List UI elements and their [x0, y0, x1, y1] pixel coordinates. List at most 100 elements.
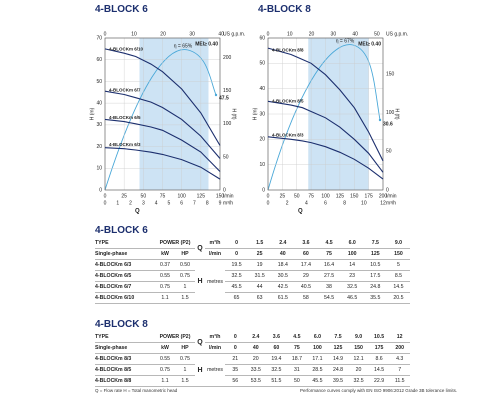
- top-tick-label: 0: [267, 31, 270, 37]
- head-value: 38: [317, 281, 341, 293]
- pump-curve: [104, 90, 221, 159]
- y2-tick-label: 100: [386, 110, 395, 116]
- type-header: TYPE: [95, 332, 155, 343]
- y2-axis-label: H (ft): [231, 108, 237, 119]
- curve-label: 4-BLOCKm 8/3: [272, 133, 304, 138]
- top-tick-label: 30: [189, 31, 195, 37]
- y2-tick-label: 150: [223, 88, 232, 94]
- h-label: H: [195, 259, 205, 304]
- x2-tick-label: 6: [180, 200, 183, 206]
- head-value: 53.5: [245, 375, 267, 387]
- flow-value: 10.5: [368, 332, 390, 343]
- head-value: 61.5: [271, 292, 295, 304]
- eta-label: η = 67%: [336, 38, 355, 44]
- efficiency-end: [214, 93, 218, 97]
- curve-label: 4-BLOCKm 6/10: [109, 46, 144, 51]
- x2-tick-label: 7: [193, 200, 196, 206]
- top-axis-label: US g.p.m.: [386, 31, 408, 37]
- x2-tick-label: 4: [305, 200, 308, 206]
- power-kw: 0.75: [155, 364, 175, 376]
- head-value: 20.5: [386, 292, 410, 304]
- head-value: 21: [225, 353, 246, 365]
- data-row: 4-BLOCKm 6/10 1.1 1.5 65 63 61.5 58 54.5 46.5 35.…: [95, 292, 410, 304]
- x2-tick-label: 2: [129, 200, 132, 206]
- head-value: 35: [225, 364, 246, 376]
- head-value: 32.5: [340, 281, 364, 293]
- power-hp: 1.5: [175, 375, 195, 387]
- top-tick-label: 20: [160, 31, 166, 37]
- head-value: 65: [225, 292, 249, 304]
- head-value: 29: [294, 270, 318, 282]
- y2-tick-label: 100: [223, 121, 232, 127]
- unit-header: l/min: [205, 248, 225, 260]
- flow-value: 12: [389, 332, 410, 343]
- q-header: Q: [195, 332, 205, 354]
- flow-value: 6.0: [307, 332, 328, 343]
- y-tick-label: 30: [96, 122, 102, 128]
- flow-value: 7.5: [363, 238, 387, 249]
- head-value: 7: [389, 364, 410, 376]
- flow-value: 150: [386, 248, 410, 260]
- plot-frame: [104, 37, 221, 191]
- power-kw: 0.55: [155, 270, 175, 282]
- head-value: 51.5: [266, 375, 287, 387]
- head-value: 17.1: [307, 353, 328, 365]
- efficiency-curve: [104, 49, 217, 191]
- flow-value: 2.4: [271, 238, 295, 249]
- x-tick-label: 200: [379, 193, 388, 199]
- top-tick-label: 10: [287, 31, 293, 37]
- head-value: 8.6: [368, 353, 390, 365]
- x2-axis-label: m³/h: [386, 200, 396, 206]
- power-kw: 0.37: [155, 259, 175, 271]
- head-value: 63: [248, 292, 272, 304]
- flow-value: 175: [368, 342, 390, 354]
- y-tick-label: 60: [259, 35, 265, 41]
- header-row: Single-phase kW HP l/min 0 40 60 75 100 125 150 175…: [95, 342, 410, 354]
- data-row: 4-BLOCKm 8/5 0.75 1 35 33.5 32.5 31 28.5 24.8 20 1…: [95, 364, 410, 376]
- flow-value: 7.5: [327, 332, 349, 343]
- x-tick-label: 100: [177, 193, 186, 199]
- pump-type: 4-BLOCKm 8/3: [95, 353, 155, 365]
- head-value: 39.5: [327, 375, 349, 387]
- head-value: 24.8: [363, 281, 387, 293]
- head-value: 22.9: [368, 375, 390, 387]
- head-value: 31.5: [248, 270, 272, 282]
- y-tick-label: 20: [96, 144, 102, 150]
- curve-label: 4-BLOCKm 6/7: [109, 88, 141, 93]
- head-value: 27.5: [317, 270, 341, 282]
- q-label: Q: [298, 209, 303, 215]
- footer-right: Performance curves comply with EN ISO 99…: [300, 388, 458, 393]
- hp-header: HP: [175, 342, 195, 354]
- flow-value: 150: [348, 342, 369, 354]
- x-tick-label: 25: [121, 193, 127, 199]
- pump-type: 4-BLOCKm 8/5: [95, 364, 155, 376]
- pump-type: 4-BLOCKm 6/7: [95, 281, 155, 293]
- head-value: 4.3: [389, 353, 410, 365]
- y2-tick-label: 50: [223, 154, 229, 160]
- eta-label: η = 65%: [174, 43, 193, 49]
- head-value: 23: [340, 270, 364, 282]
- y-tick-label: 0: [99, 187, 102, 193]
- flow-value: 1.5: [248, 238, 272, 249]
- head-value: 14: [340, 259, 364, 271]
- power-hp: 1.5: [175, 292, 195, 304]
- head-value: 17.4: [294, 259, 318, 271]
- table-title: 4-BLOCK 6: [95, 225, 148, 236]
- x2-tick-label: 0: [267, 200, 270, 206]
- x-tick-label: 75: [160, 193, 166, 199]
- y-axis-label: H (m): [252, 107, 258, 120]
- y-tick-label: 40: [259, 86, 265, 92]
- x2-tick-label: 1: [116, 200, 119, 206]
- x-tick-label: 50: [294, 193, 300, 199]
- data-row: 4-BLOCKm 6/5 0.55 0.75 32.5 31.5 30.5 29 27.5 23…: [95, 270, 410, 282]
- unit-header: m³/h: [205, 238, 225, 249]
- data-row: 4-BLOCKm 6/7 0.75 1 45.5 44 42.5 40.5 38 32.5 24.…: [95, 281, 410, 293]
- x2-tick-label: 8: [206, 200, 209, 206]
- curve-label: 4-BLOCKm 8/8: [272, 48, 304, 53]
